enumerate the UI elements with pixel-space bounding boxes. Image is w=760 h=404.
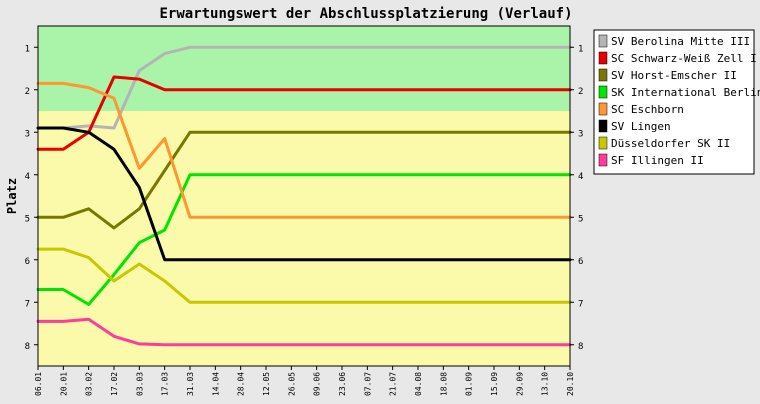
legend-label: SV Lingen <box>611 120 671 133</box>
legend-swatch <box>598 136 608 150</box>
y-tick-label-right: 5 <box>578 214 583 224</box>
y-tick-label-left: 7 <box>25 299 30 309</box>
y-axis-label: Platz <box>5 178 19 214</box>
series-line-5 <box>36 126 572 262</box>
y-tick-label-left: 6 <box>25 257 30 267</box>
x-tick-label: 07.07 <box>363 372 372 396</box>
legend-swatch <box>598 68 608 82</box>
x-tick-label: 15.09 <box>490 372 499 396</box>
background-band-0 <box>38 26 570 111</box>
x-tick-label: 23.06 <box>338 372 347 396</box>
legend-swatch <box>598 102 608 116</box>
x-tick-label: 14.04 <box>211 372 220 396</box>
y-tick-label-right: 8 <box>578 342 583 352</box>
x-tick-label: 26.05 <box>287 372 296 396</box>
x-tick-label: 03.02 <box>85 372 94 396</box>
series-line-3 <box>36 173 572 306</box>
y-tick-label-left: 4 <box>25 172 30 182</box>
x-tick-label: 20.01 <box>59 372 68 396</box>
legend-swatch <box>598 153 608 167</box>
background-band-1 <box>38 111 570 366</box>
x-tick-label: 17.03 <box>161 372 170 396</box>
y-tick-label-left: 5 <box>25 214 30 224</box>
x-tick-label: 20.10 <box>566 372 575 396</box>
legend-label: Düsseldorfer SK II <box>611 137 730 150</box>
x-tick-label: 31.03 <box>186 372 195 396</box>
series-line-4 <box>36 81 572 219</box>
y-tick-label-right: 2 <box>578 87 583 97</box>
legend-box <box>593 29 755 175</box>
x-tick-label: 03.03 <box>135 372 144 396</box>
legend-label: SK International Berlin <box>611 86 760 99</box>
legend-label: SV Horst-Emscher II <box>611 69 737 82</box>
plot-frame <box>37 25 571 367</box>
legend-label: SF Illingen II <box>611 154 704 167</box>
x-tick-label: 28.04 <box>237 372 246 396</box>
x-tick-label: 29.09 <box>515 372 524 396</box>
y-tick-label-right: 6 <box>578 257 583 267</box>
y-tick-label-left: 2 <box>25 87 30 97</box>
x-tick-label: 12.05 <box>262 372 271 396</box>
x-tick-label: 04.08 <box>414 372 423 396</box>
legend-label: SC Eschborn <box>611 103 684 116</box>
legend-label: SV Berolina Mitte III <box>611 35 750 48</box>
x-tick-label: 06.01 <box>34 372 43 396</box>
x-tick-label: 01.09 <box>465 372 474 396</box>
series-line-2 <box>36 130 572 230</box>
x-tick-label: 21.07 <box>389 372 398 396</box>
y-tick-label-left: 8 <box>25 342 30 352</box>
legend-label: SC Schwarz-Weiß Zell I <box>611 52 757 65</box>
legend-swatch <box>598 51 608 65</box>
series-line-6 <box>36 247 572 304</box>
series-line-7 <box>36 317 572 347</box>
series-line-1 <box>36 75 572 151</box>
y-tick-label-right: 4 <box>578 172 583 182</box>
x-tick-label: 18.08 <box>439 372 448 396</box>
y-tick-label-right: 3 <box>578 129 583 139</box>
legend-swatch <box>598 119 608 133</box>
series-line-0 <box>36 45 572 130</box>
y-tick-label-right: 7 <box>578 299 583 309</box>
legend-swatch <box>598 34 608 48</box>
x-tick-label: 09.06 <box>313 372 322 396</box>
x-tick-label: 13.10 <box>541 372 550 396</box>
y-tick-label-left: 3 <box>25 129 30 139</box>
x-tick-label: 17.02 <box>110 372 119 396</box>
legend-swatch <box>598 85 608 99</box>
chart-title: Erwartungswert der Abschlussplatzierung … <box>159 6 572 22</box>
y-tick-label-right: 1 <box>578 44 583 54</box>
y-tick-label-left: 1 <box>25 44 30 54</box>
